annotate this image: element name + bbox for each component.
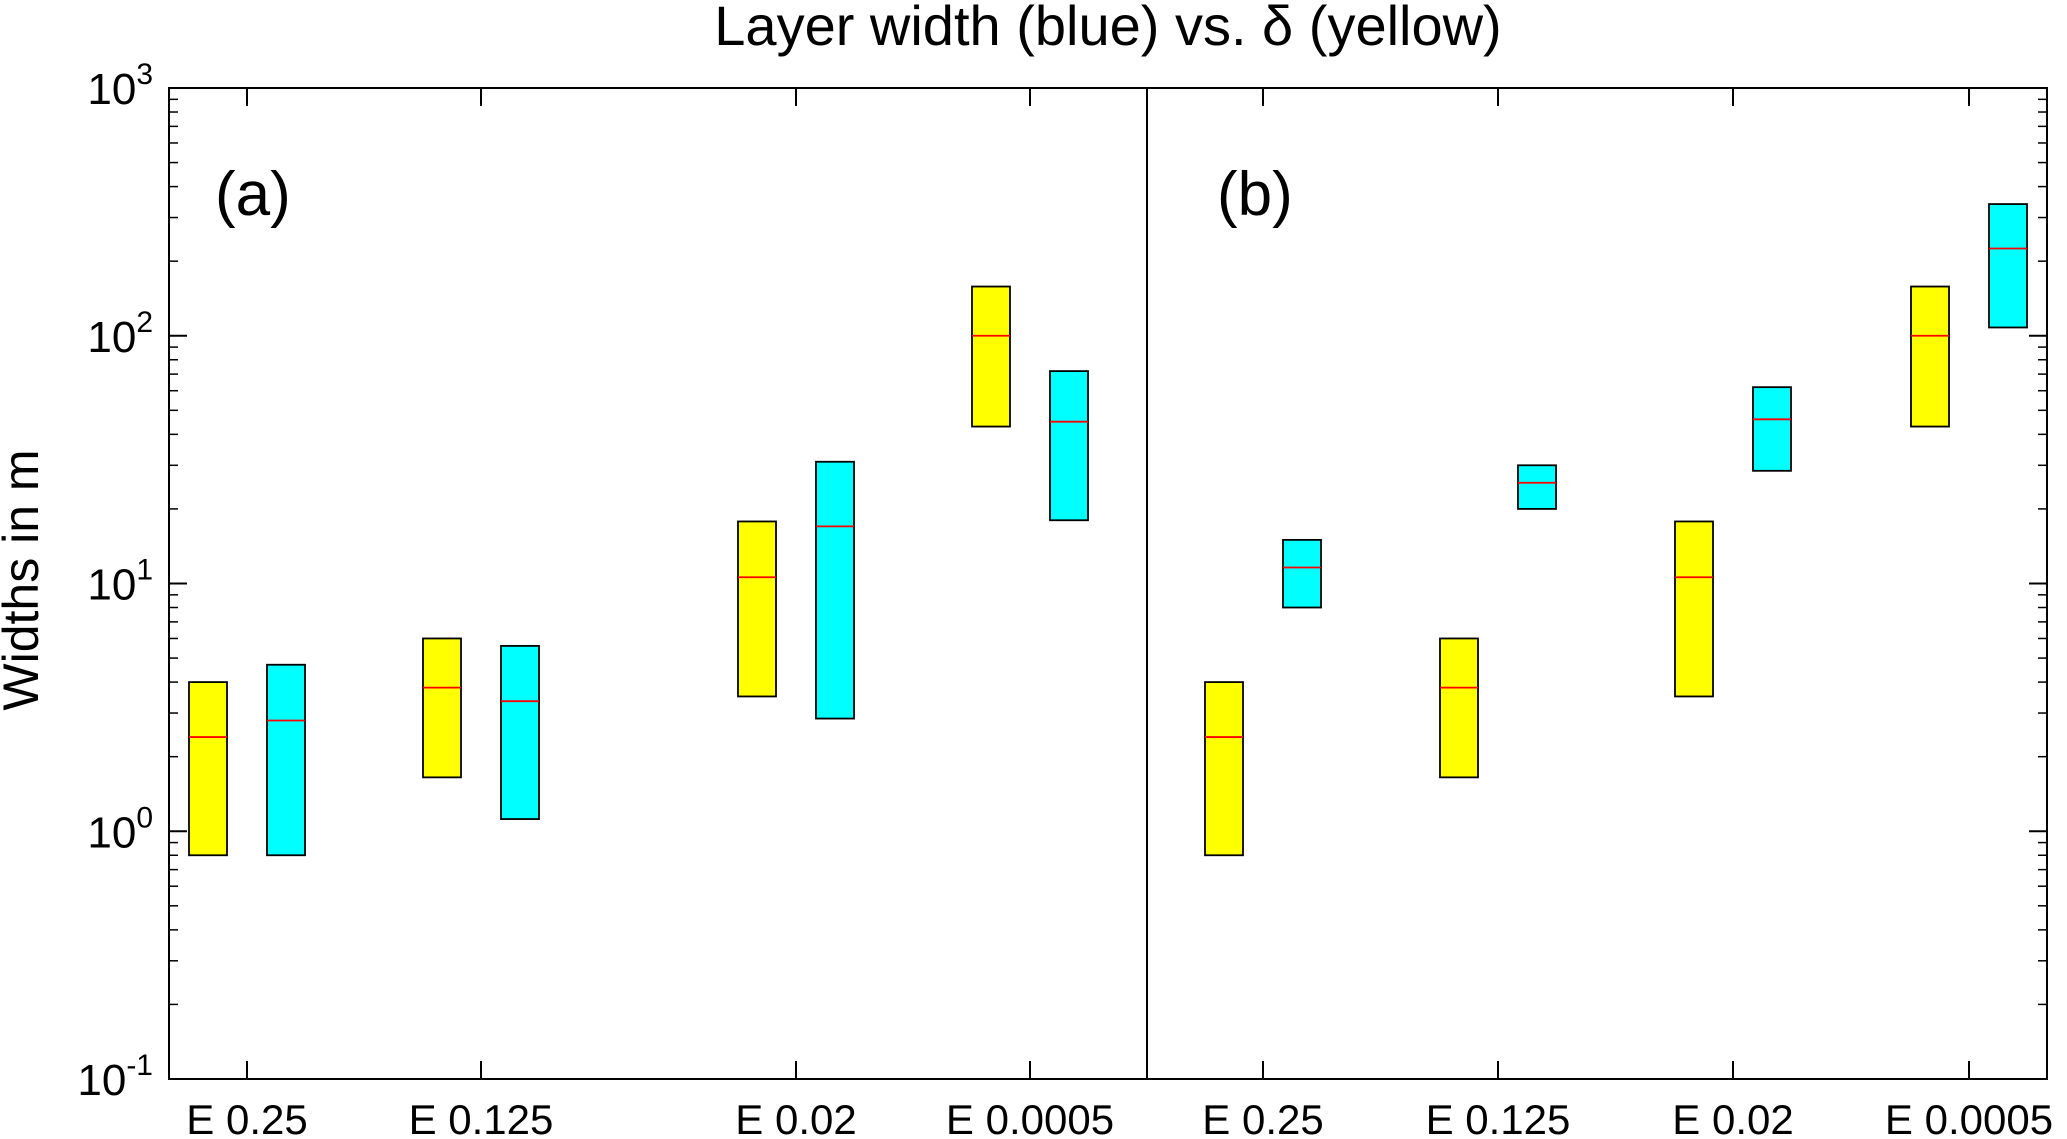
y-tick-base: 10 bbox=[87, 313, 136, 362]
delta-box bbox=[188, 681, 228, 857]
delta-box bbox=[1674, 520, 1714, 698]
y-tick-label: 102 bbox=[87, 306, 153, 362]
delta-box bbox=[737, 520, 777, 698]
x-tick-label: E 0.125 bbox=[1426, 1096, 1571, 1139]
y-tick-label: 100 bbox=[87, 801, 153, 857]
y-tick-base: 10 bbox=[87, 561, 136, 610]
y-tick-exponent: 0 bbox=[136, 801, 153, 834]
y-tick-label: 10-1 bbox=[77, 1049, 153, 1105]
x-tick-label: E 0.0005 bbox=[1885, 1096, 2053, 1139]
delta-box bbox=[971, 285, 1011, 428]
y-axis-label: Widths in m bbox=[0, 449, 49, 710]
width-box bbox=[266, 663, 306, 857]
y-tick-exponent: 1 bbox=[136, 554, 153, 587]
chart-title: Layer width (blue) vs. δ (yellow) bbox=[714, 0, 1501, 57]
delta-box bbox=[1910, 285, 1950, 428]
delta-box bbox=[422, 637, 462, 779]
y-tick-base: 10 bbox=[87, 808, 136, 857]
panel-label: (b) bbox=[1217, 160, 1293, 229]
delta-box bbox=[1204, 681, 1244, 857]
y-tick-exponent: 2 bbox=[136, 306, 153, 339]
y-tick-base: 10 bbox=[77, 1056, 126, 1105]
x-tick-label: E 0.125 bbox=[409, 1096, 554, 1139]
panel-label: (a) bbox=[215, 160, 291, 229]
x-tick-label: E 0.25 bbox=[186, 1096, 307, 1139]
y-tick-exponent: -1 bbox=[126, 1049, 153, 1082]
y-tick-label: 101 bbox=[87, 554, 153, 610]
width-box bbox=[1049, 370, 1089, 522]
y-tick-label: 103 bbox=[87, 58, 153, 114]
width-box bbox=[815, 460, 855, 720]
x-tick-label: E 0.25 bbox=[1202, 1096, 1323, 1139]
y-tick-base: 10 bbox=[87, 65, 136, 114]
width-box bbox=[500, 644, 540, 820]
panels: (a) E 0.25 E 0.125 E 0.02 E 0.0005 (b) E 0.25 E… bbox=[186, 88, 2053, 1139]
width-box bbox=[1282, 538, 1322, 609]
panel-a: (a) E 0.25 E 0.125 E 0.02 E 0.0005 bbox=[186, 88, 1114, 1139]
panel-b: (b) E 0.25 E 0.125 E 0.02 E 0.0005 bbox=[1202, 88, 2053, 1139]
y-tick-exponent: 3 bbox=[136, 58, 153, 91]
delta-box bbox=[1439, 637, 1479, 779]
width-box bbox=[1752, 386, 1792, 472]
x-tick-label: E 0.02 bbox=[735, 1096, 856, 1139]
x-tick-label: E 0.0005 bbox=[946, 1096, 1114, 1139]
x-tick-label: E 0.02 bbox=[1672, 1096, 1793, 1139]
width-box bbox=[1517, 464, 1557, 510]
plot-frame bbox=[168, 87, 2048, 1080]
width-box bbox=[1988, 203, 2028, 329]
